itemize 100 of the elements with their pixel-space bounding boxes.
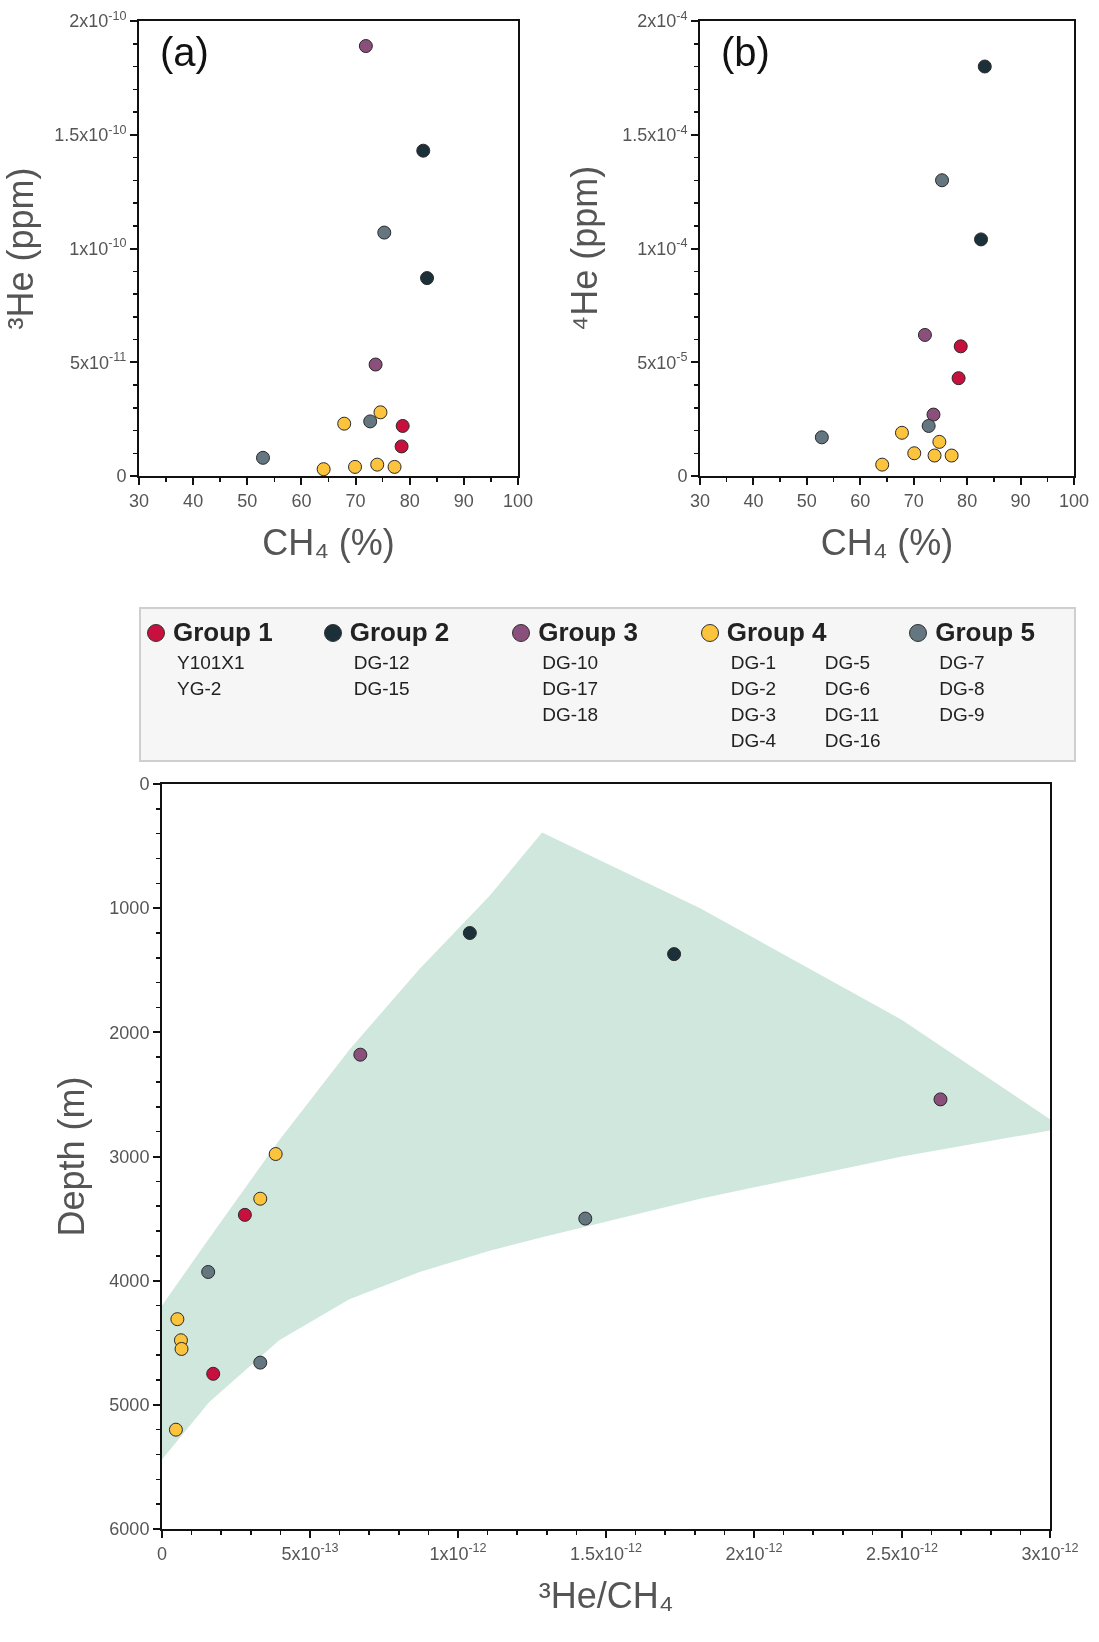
point [253, 1191, 268, 1206]
text: DG-11 [824, 703, 881, 727]
point [206, 1366, 221, 1381]
x-tick-label: 50 [237, 490, 258, 511]
point [933, 1092, 948, 1107]
text: DG-12 [353, 651, 411, 675]
x-tick-label: 80 [957, 490, 978, 511]
text: YG-2 [177, 677, 223, 701]
x-tick-label: 1.5x10$^{-12}$ [569, 1541, 643, 1564]
y-axis-title: Depth (m) [50, 1076, 92, 1237]
text: DG-7 [939, 651, 986, 675]
y-tick-label: 5x10$^{-5}$ [637, 349, 688, 373]
x-tick-label: 30 [689, 490, 711, 511]
y-tick-label: 1.5x10$^{-4}$ [622, 122, 688, 146]
y-tick-label: 2x10$^{-4}$ [637, 8, 688, 32]
x-tick-label: 0 [156, 1543, 168, 1564]
x-tick-label: 90 [1010, 490, 1031, 511]
point [237, 1207, 252, 1222]
y-tick-label: 0 [139, 774, 150, 795]
legend-label: Group 2 [349, 617, 450, 648]
point [932, 434, 947, 449]
point [168, 1422, 183, 1437]
point [927, 448, 942, 463]
point [977, 59, 992, 74]
point [578, 1211, 593, 1226]
point [917, 327, 932, 342]
text: DG-17 [542, 677, 600, 701]
x-tick-label: 1x10$^{-12}$ [429, 1541, 487, 1564]
text: DG-3 [730, 703, 778, 727]
y-axis-title: ³He (ppm) [0, 167, 41, 330]
point [353, 1047, 368, 1062]
legend-label: Group 4 [726, 617, 827, 648]
y-tick-label: 4000 [109, 1270, 150, 1291]
y-tick-label: 2x10$^{-10}$ [69, 8, 127, 32]
x-axis-title: ³He/CH₄ [538, 1574, 674, 1616]
legend-label: Group 5 [935, 617, 1035, 648]
point [253, 1355, 268, 1370]
point [951, 371, 966, 386]
x-axis-title: CH₄ (%) [262, 521, 395, 563]
text: DG-9 [939, 703, 986, 727]
text: DG-10 [542, 651, 600, 675]
x-tick-label: 100 [1058, 490, 1090, 511]
annotation: (a) [160, 30, 209, 74]
x-axis-title: CH₄ (%) [820, 521, 954, 563]
point [667, 947, 682, 962]
x-tick-label: 60 [850, 490, 871, 511]
point [974, 232, 989, 247]
point [935, 173, 950, 188]
y-tick-label: 1x10$^{-10}$ [69, 236, 127, 259]
point [201, 1264, 216, 1279]
x-tick-label: 50 [796, 490, 817, 511]
text: DG-16 [824, 729, 882, 753]
point [953, 339, 968, 354]
x-tick-label: 30 [128, 490, 150, 511]
legend-label: Group 3 [538, 617, 638, 648]
point [907, 446, 922, 461]
x-tick-label: 2x10$^{-12}$ [725, 1541, 783, 1564]
point [875, 457, 890, 472]
point [894, 425, 909, 440]
y-axis-title: ⁴He (ppm) [563, 165, 605, 332]
y-tick-label: 5000 [109, 1395, 150, 1416]
y-tick-label: 5x10$^{-11}$ [70, 349, 127, 373]
point [944, 448, 959, 463]
x-tick-label: 40 [183, 490, 204, 511]
point [921, 418, 936, 433]
y-tick-label: 0 [116, 466, 127, 487]
text: DG-5 [824, 651, 872, 675]
x-tick-label: 70 [345, 490, 366, 511]
y-tick-label: 6000 [109, 1519, 150, 1540]
point [926, 407, 941, 422]
x-tick-label: 100 [502, 490, 534, 511]
text: DG-8 [939, 677, 986, 701]
x-tick-label: 2.5x10$^{-12}$ [865, 1541, 939, 1564]
y-tick-label: 0 [677, 466, 688, 487]
point [174, 1341, 189, 1356]
text: DG-1 [730, 651, 778, 675]
x-tick-label: 5x10$^{-13}$ [281, 1541, 339, 1564]
point [268, 1147, 283, 1162]
y-tick-label: 1x10$^{-4}$ [637, 236, 688, 259]
y-tick-label: 2000 [109, 1022, 150, 1043]
x-tick-label: 70 [903, 490, 924, 511]
point [814, 430, 829, 445]
point [170, 1312, 185, 1327]
legend-label: Group 1 [173, 617, 273, 648]
text: Y101X1 [177, 651, 246, 675]
text: DG-6 [824, 677, 872, 701]
text: DG-18 [542, 703, 600, 727]
annotation: (b) [721, 30, 770, 74]
point [462, 926, 477, 940]
x-tick-label: 60 [291, 490, 312, 511]
x-tick-label: 90 [453, 490, 474, 511]
y-tick-label: 3000 [109, 1146, 150, 1167]
y-tick-label: 1.5x10$^{-10}$ [54, 122, 127, 146]
x-tick-label: 3x10$^{-12}$ [1021, 1541, 1079, 1564]
text: DG-2 [730, 677, 778, 701]
y-tick-label: 1000 [109, 898, 150, 919]
text: DG-4 [730, 729, 778, 753]
x-tick-label: 40 [743, 490, 764, 511]
text: DG-15 [353, 677, 411, 701]
x-tick-label: 80 [399, 490, 420, 511]
